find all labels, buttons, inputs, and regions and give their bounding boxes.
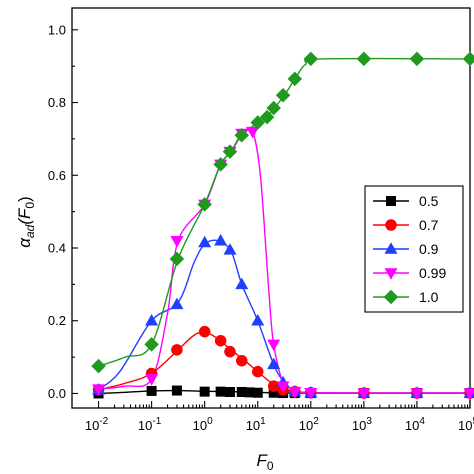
data-point-1.0 bbox=[409, 51, 425, 67]
data-point-0.5 bbox=[244, 387, 255, 398]
data-point-0.9 bbox=[170, 297, 184, 310]
x-tick-label: 104 bbox=[405, 416, 425, 433]
legend-marker-0.7 bbox=[385, 219, 397, 231]
data-point-0.7 bbox=[198, 325, 211, 338]
y-axis-label-sub: ad bbox=[23, 224, 37, 238]
y-tick-label: 0.8 bbox=[48, 95, 66, 110]
legend-label: 0.99 bbox=[419, 265, 446, 281]
legend-marker-0.9 bbox=[384, 242, 398, 254]
legend-label: 1.0 bbox=[419, 289, 439, 305]
data-point-1.0 bbox=[169, 251, 185, 267]
y-tick-label: 0.0 bbox=[48, 386, 66, 401]
data-point-0.5 bbox=[224, 387, 235, 397]
y-axis-label-close: ) bbox=[15, 196, 34, 202]
data-point-0.9 bbox=[198, 235, 212, 248]
legend-label: 0.5 bbox=[419, 193, 439, 209]
ticks: 0.0 0.2 0.4 0.6 0.8 1.0 10-2 10-1 100 101 102 103 10… bbox=[48, 22, 474, 433]
data-point-1.0 bbox=[91, 358, 106, 374]
data-point-0.99 bbox=[463, 388, 474, 400]
data-point-0.9 bbox=[235, 277, 249, 290]
legend-label: 0.7 bbox=[419, 217, 439, 233]
x-axis-label: F0 bbox=[256, 451, 273, 473]
data-point-0.7 bbox=[214, 334, 227, 347]
x-tick-label: 100 bbox=[193, 416, 213, 433]
data-point-0.99 bbox=[170, 235, 184, 248]
x-tick-label: 101 bbox=[246, 416, 266, 433]
data-point-1.0 bbox=[213, 157, 228, 172]
data-point-1.0 bbox=[275, 88, 291, 103]
data-point-0.9 bbox=[251, 313, 265, 326]
data-point-0.5 bbox=[215, 386, 226, 397]
data-point-0.7 bbox=[224, 345, 236, 358]
data-point-0.7 bbox=[236, 354, 248, 367]
x-tick-label: 105 bbox=[458, 416, 474, 433]
legend-marker-0.5 bbox=[386, 196, 396, 206]
data-point-1.0 bbox=[144, 337, 159, 352]
data-point-1.0 bbox=[234, 128, 250, 143]
x-tick-label: 103 bbox=[352, 416, 372, 433]
data-point-0.5 bbox=[252, 387, 263, 398]
data-point-1.0 bbox=[222, 144, 238, 159]
data-point-0.5 bbox=[268, 387, 279, 398]
y-axis-label: αad(F0) bbox=[15, 196, 37, 247]
legend: 0.5 0.7 0.9 0.99 1.0 bbox=[364, 185, 464, 313]
x-axis-label-sub: 0 bbox=[267, 459, 274, 473]
data-point-1.0 bbox=[266, 100, 281, 116]
data-point-0.99 bbox=[92, 384, 106, 396]
data-point-1.0 bbox=[259, 109, 275, 125]
x-tick-label: 102 bbox=[299, 416, 319, 433]
data-point-0.9 bbox=[267, 357, 281, 370]
data-point-0.99 bbox=[410, 388, 424, 400]
data-point-0.99 bbox=[357, 388, 371, 400]
data-point-0.99 bbox=[145, 374, 159, 386]
data-point-0.99 bbox=[304, 387, 318, 400]
data-point-0.7 bbox=[171, 344, 183, 356]
data-point-0.99 bbox=[246, 126, 260, 139]
x-tick-label: 10-1 bbox=[138, 416, 162, 433]
data-point-0.5 bbox=[146, 385, 157, 396]
y-tick-label: 1.0 bbox=[48, 22, 66, 37]
y-axis-label-main: α bbox=[15, 237, 34, 248]
data-point-1.0 bbox=[250, 115, 265, 130]
data-point-0.9 bbox=[223, 243, 237, 255]
data-point-0.7 bbox=[267, 380, 280, 392]
data-point-1.0 bbox=[197, 197, 212, 212]
data-point-0.5 bbox=[236, 387, 247, 397]
data-point-0.99 bbox=[276, 381, 290, 393]
data-point-0.9 bbox=[214, 233, 228, 246]
y-tick-label: 0.4 bbox=[48, 241, 66, 256]
x-axis-label-main: F bbox=[256, 451, 268, 470]
axes bbox=[71, 7, 471, 409]
legend-marker-1.0 bbox=[383, 289, 399, 305]
x-tick-label: 10-2 bbox=[85, 416, 109, 433]
y-axis-label-arg-sub: 0 bbox=[23, 202, 37, 209]
data-point-0.5 bbox=[199, 386, 210, 397]
data-point-0.7 bbox=[251, 365, 264, 378]
data-point-1.0 bbox=[356, 51, 372, 67]
data-point-1.0 bbox=[287, 71, 303, 87]
y-tick-label: 0.2 bbox=[48, 313, 66, 328]
y-axis-label-arg: (F bbox=[15, 207, 34, 225]
plot-frame bbox=[71, 7, 471, 409]
data-point-0.9 bbox=[145, 313, 159, 326]
y-tick-label: 0.6 bbox=[48, 168, 66, 183]
data-point-0.5 bbox=[171, 385, 182, 396]
data-point-0.99 bbox=[288, 386, 302, 399]
legend-marker-0.99 bbox=[384, 268, 398, 280]
data-point-1.0 bbox=[462, 51, 474, 67]
data-point-0.99 bbox=[267, 339, 281, 352]
series-markers bbox=[91, 51, 474, 400]
legend-label: 0.9 bbox=[419, 241, 439, 257]
data-point-1.0 bbox=[303, 51, 319, 67]
